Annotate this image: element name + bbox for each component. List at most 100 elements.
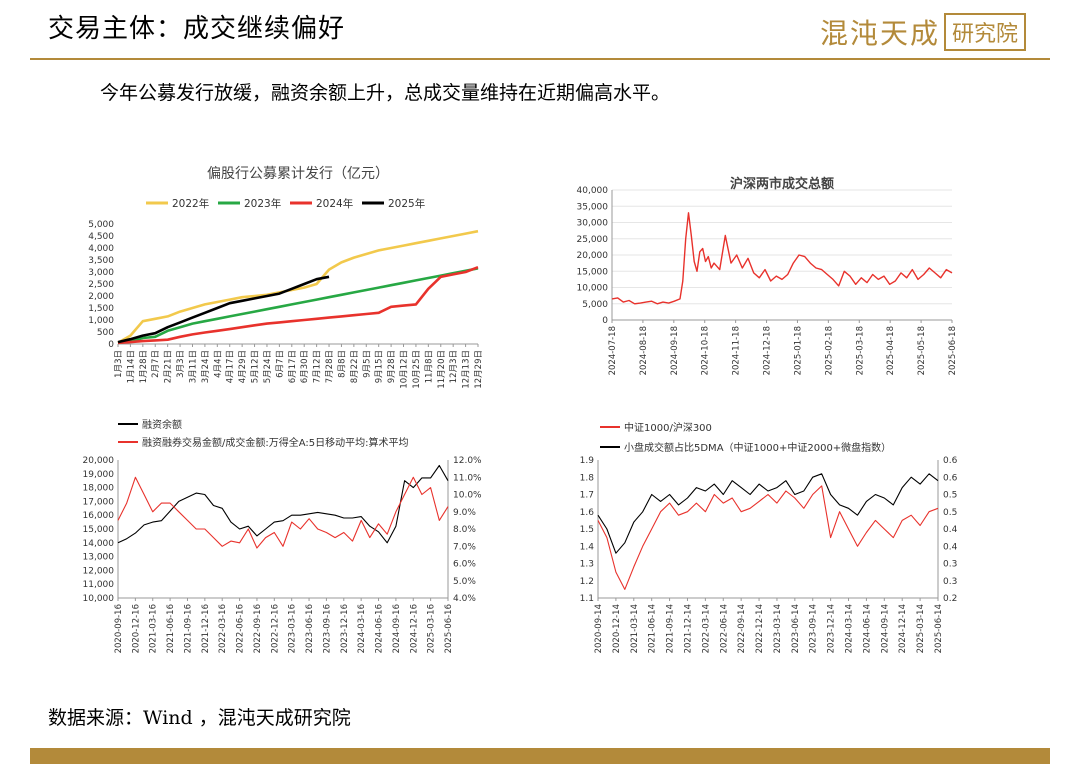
y2-tick-label: 0.3 — [943, 560, 957, 570]
y2-tick-label: 0.5 — [943, 508, 957, 518]
chart-market-turnover: 沪深两市成交总额 0 5,000 10,000 15,000 20,000 25,000 30… — [577, 176, 959, 375]
y-tick-label: 1.3 — [580, 560, 594, 570]
x-tick-label: 2021-06-16 — [166, 604, 176, 653]
y-tick-label: 10,000 — [83, 594, 115, 604]
x-tick-label: 5月12日 — [251, 350, 261, 383]
series-line-2 — [597, 473, 939, 554]
x-tick-label: 2024-09-16 — [392, 604, 402, 653]
x-tick-label: 10月25日 — [412, 350, 422, 389]
x-tick-label: 8月8日 — [337, 350, 347, 378]
page-title: 交易主体：成交继续偏好 — [48, 14, 346, 44]
x-tick-label: 2024-03-14 — [845, 604, 855, 653]
y-tick-label: 1.4 — [580, 542, 595, 552]
y-tick-label: 0 — [602, 316, 608, 326]
x-tick-label: 2023-03-16 — [288, 604, 298, 653]
legend-label: 2023年 — [244, 197, 281, 210]
chart-smallcap-ratio: 1.1 1.2 1.3 1.4 1.5 1.6 1.7 1.8 1.9 0.2 0.3 0.3 0.4 0… — [580, 421, 958, 653]
y-tick-label: 1.8 — [580, 473, 595, 483]
x-tick-label: 2020-12-14 — [612, 604, 622, 653]
x-tick-label: 6月7日 — [275, 350, 285, 378]
x-tick-label: 2025-03-16 — [427, 604, 437, 653]
y-tick-label: 40,000 — [577, 186, 609, 196]
x-tick-label: 2022-06-14 — [719, 604, 729, 653]
y-tick-label: 19,000 — [83, 470, 115, 480]
y-tick-label: 0 — [108, 340, 114, 350]
y-tick-label: 4,500 — [88, 232, 114, 242]
y2-tick-label: 4.0% — [453, 594, 476, 604]
y2-tick-label: 0.4 — [943, 525, 958, 535]
x-tick-label: 6月30日 — [300, 350, 310, 383]
x-tick-label: 2024-10-18 — [701, 326, 711, 375]
x-tick-label: 2025-04-18 — [886, 326, 896, 375]
series-line-2 — [117, 476, 449, 549]
y2-tick-label: 9.0% — [453, 508, 476, 518]
x-tick-label: 3月3日 — [176, 350, 186, 378]
y2-tick-label: 5.0% — [453, 577, 476, 587]
y2-tick-label: 12.0% — [453, 456, 482, 466]
x-tick-label: 9月15日 — [375, 350, 385, 383]
legend-label: 2024年 — [316, 197, 353, 210]
y-tick-label: 17,000 — [83, 497, 115, 507]
y-tick-label: 1.1 — [580, 594, 594, 604]
chart-margin-balance: 10,000 11,000 12,000 13,000 14,000 15,000 16,0… — [83, 418, 483, 653]
x-tick-label: 12月29日 — [474, 350, 484, 389]
logo-text: 混沌天成 — [819, 17, 940, 50]
chart-title: 偏股行公募累计发行（亿元） — [207, 166, 389, 182]
x-tick-label: 2023-06-14 — [791, 604, 801, 653]
x-tick-label: 9月28日 — [387, 350, 397, 383]
x-tick-label: 2025-01-18 — [793, 326, 803, 375]
logo-box-text: 研究院 — [943, 13, 1026, 51]
y2-tick-label: 11.0% — [453, 473, 482, 483]
series-line-2 — [117, 267, 479, 345]
legend-label: 中证1000/沪深300 — [624, 421, 712, 434]
x-tick-label: 1月14日 — [126, 350, 136, 383]
x-tick-label: 2021-12-16 — [201, 604, 211, 653]
y-tick-label: 35,000 — [577, 202, 609, 212]
series-line-4 — [117, 275, 330, 344]
y-tick-label: 15,000 — [577, 267, 609, 277]
x-tick-label: 9月5日 — [362, 350, 372, 378]
x-tick-label: 2024-09-14 — [880, 604, 890, 653]
x-tick-label: 8月22日 — [350, 350, 360, 383]
x-tick-label: 2021-03-14 — [630, 604, 640, 653]
y-tick-label: 11,000 — [83, 580, 115, 590]
x-tick-label: 4月17日 — [226, 350, 236, 383]
x-tick-label: 5月24日 — [263, 350, 273, 383]
y-tick-label: 1,000 — [88, 316, 114, 326]
legend-label: 融资余额 — [142, 418, 182, 431]
x-tick-label: 2024-11-18 — [732, 326, 742, 375]
x-tick-label: 2024-07-18 — [608, 326, 618, 375]
header-divider — [30, 58, 1050, 60]
y2-tick-label: 0.5 — [943, 491, 957, 501]
y-tick-label: 14,000 — [83, 539, 115, 549]
y-tick-label: 3,000 — [88, 268, 114, 278]
y2-tick-label: 6.0% — [453, 560, 476, 570]
x-tick-label: 2025-02-18 — [824, 326, 834, 375]
data-source: 数据来源：Wind ，混沌天成研究院 — [48, 707, 351, 729]
x-tick-label: 2021-09-16 — [183, 604, 193, 653]
x-tick-label: 2024-12-18 — [763, 326, 773, 375]
series-line-3 — [117, 265, 479, 345]
y-tick-label: 16,000 — [83, 511, 115, 521]
x-tick-label: 1月3日 — [114, 350, 124, 378]
y-tick-label: 30,000 — [577, 219, 609, 229]
x-tick-label: 7月12日 — [313, 350, 323, 383]
x-tick-label: 2025-06-14 — [934, 604, 944, 653]
x-tick-label: 3月24日 — [201, 350, 211, 383]
x-tick-label: 2024-12-16 — [409, 604, 419, 653]
x-tick-label: 2020-12-16 — [131, 604, 141, 653]
x-tick-label: 2023-12-14 — [827, 604, 837, 653]
x-tick-label: 2023-09-16 — [322, 604, 332, 653]
slide-subtitle: 今年公募发行放缓，融资余额上升，总成交量维持在近期偏高水平。 — [100, 82, 671, 104]
y-tick-label: 1.7 — [580, 491, 594, 501]
legend-label: 融资融券交易金额/成交金额:万得全A:5日移动平均:算术平均 — [142, 436, 409, 449]
y2-tick-label: 8.0% — [453, 525, 476, 535]
y-tick-label: 15,000 — [83, 525, 115, 535]
company-logo: 混沌天成 研究院 — [820, 12, 1026, 52]
x-tick-label: 2022-12-14 — [755, 604, 765, 653]
x-tick-label: 4月29日 — [238, 350, 248, 383]
x-tick-label: 2月7日 — [151, 350, 161, 378]
y-tick-label: 1.9 — [580, 456, 595, 466]
x-tick-label: 2022-03-16 — [218, 604, 228, 653]
chart-title: 沪深两市成交总额 — [730, 176, 834, 192]
